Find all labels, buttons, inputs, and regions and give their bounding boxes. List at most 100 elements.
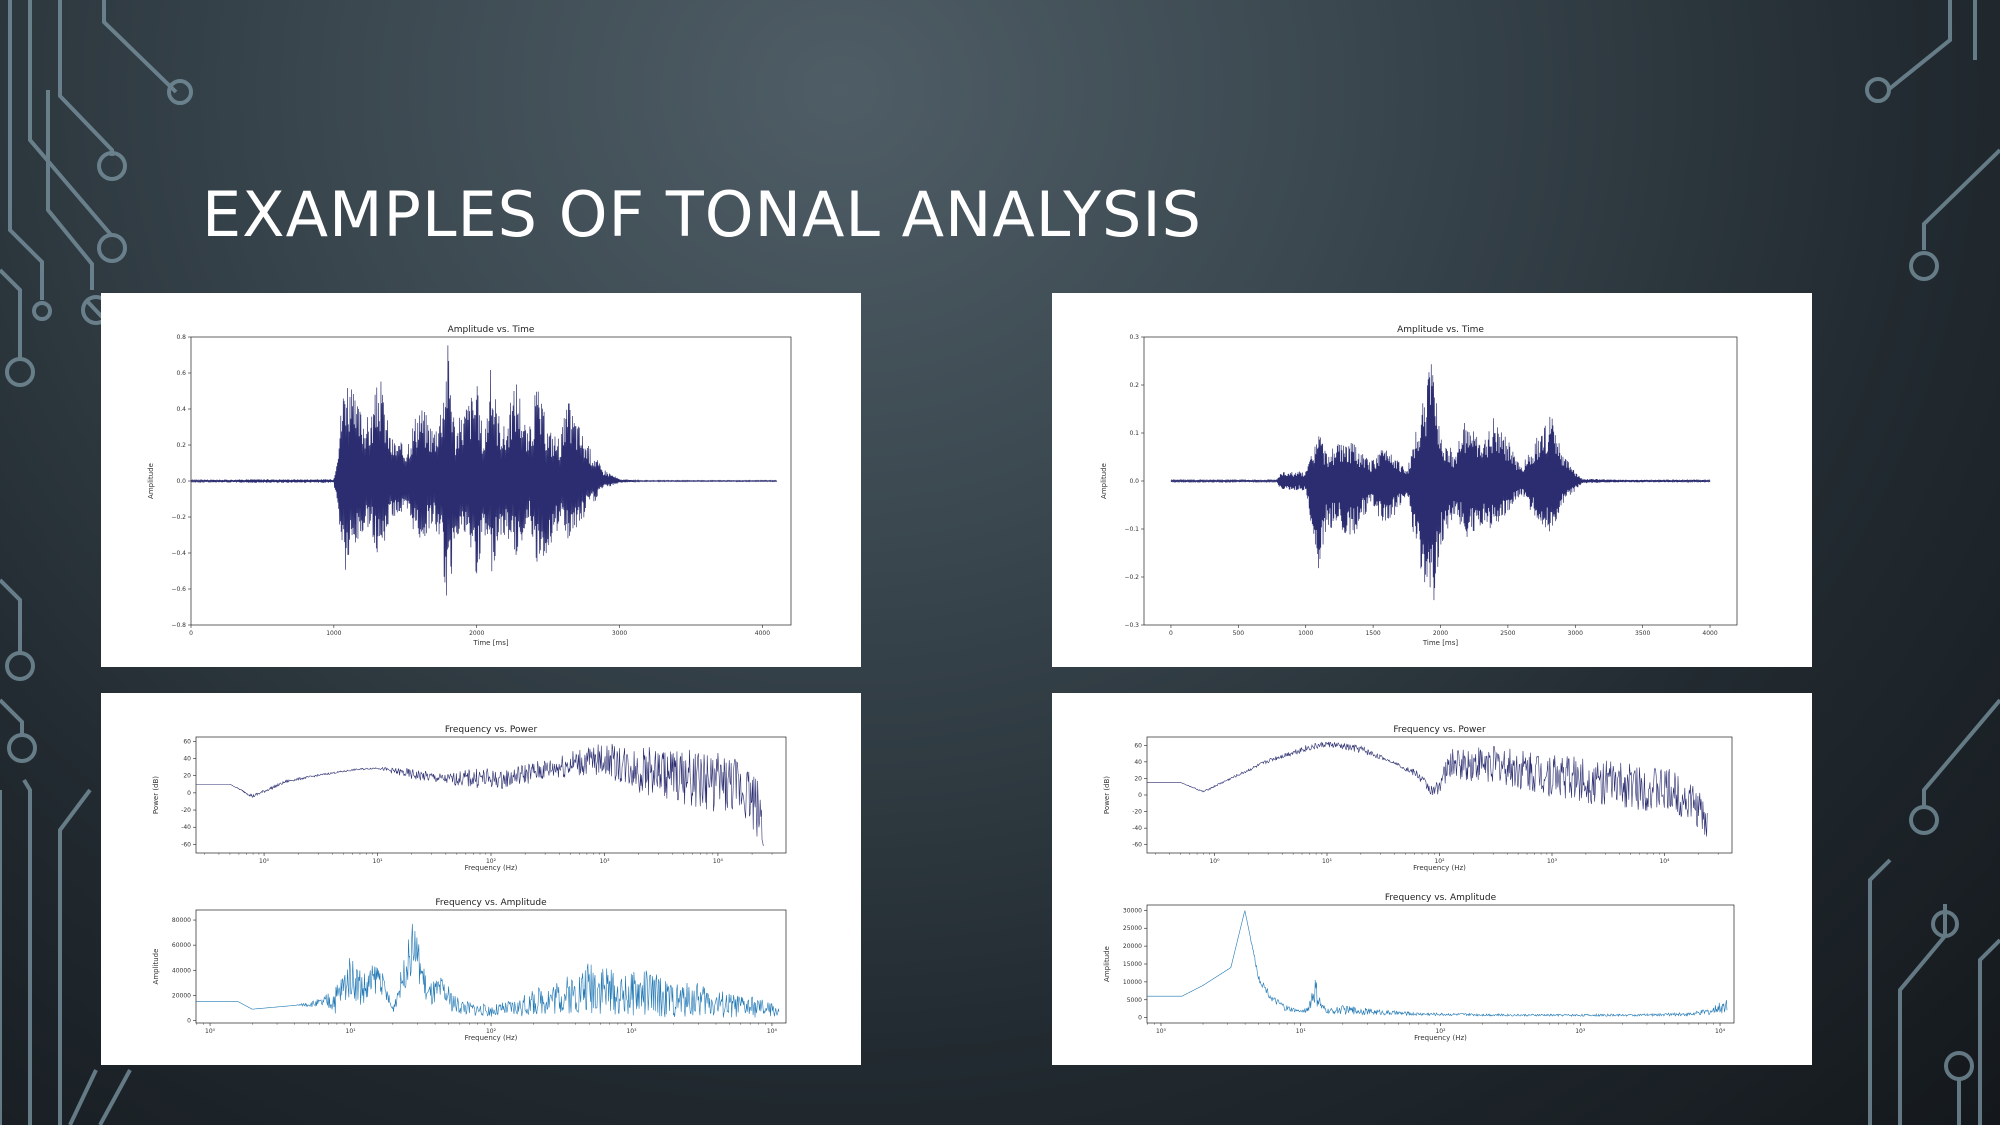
chart-frequency-amplitude-left: Frequency vs. Amplitude Frequency (Hz) Amp…	[152, 898, 787, 1042]
y-tick-label: 60	[1134, 742, 1142, 749]
y-tick-label: 20	[1134, 775, 1142, 782]
x-tick-label: 10⁴	[767, 1028, 778, 1035]
x-tick-label: 4000	[1702, 630, 1717, 637]
chart-title: Frequency vs. Amplitude	[435, 898, 547, 908]
x-tick-label: 2000	[469, 630, 484, 637]
x-tick-label: 3000	[1568, 630, 1583, 637]
slide-title: EXAMPLES OF TONAL ANALYSIS	[202, 178, 1202, 251]
x-tick-label: 10⁰	[1156, 1028, 1167, 1035]
x-tick-label: 10¹	[346, 1028, 357, 1035]
data-series-line	[1147, 741, 1708, 837]
y-tick-label: 0.0	[1129, 478, 1139, 485]
y-tick-label: 15000	[1123, 961, 1142, 968]
x-tick-label: 10²	[1435, 1028, 1446, 1035]
chart-title: Frequency vs. Power	[445, 725, 538, 735]
x-tick-label: 10¹	[373, 858, 384, 865]
chart-title: Frequency vs. Amplitude	[1385, 893, 1497, 903]
x-axis-label: Frequency (Hz)	[465, 864, 518, 872]
y-axis-label: Amplitude	[147, 463, 155, 499]
y-tick-label: -60	[181, 841, 191, 848]
y-tick-label: 20	[183, 773, 191, 780]
x-axis-label: Frequency (Hz)	[465, 1034, 518, 1042]
x-tick-label: 1500	[1365, 630, 1380, 637]
y-tick-label: -40	[1132, 825, 1142, 832]
chart-frequency-amplitude-right: Frequency vs. Amplitude Frequency (Hz) Amp…	[1103, 893, 1735, 1042]
y-tick-label: 0	[187, 1017, 191, 1024]
chart-amplitude-time-left: Amplitude vs. Time Time [ms] Amplitude −0.8…	[147, 325, 792, 647]
y-tick-label: -20	[181, 807, 191, 814]
x-tick-label: 2500	[1500, 630, 1515, 637]
panel-amplitude-time-left: Amplitude vs. Time Time [ms] Amplitude −0.8…	[101, 293, 861, 667]
y-tick-label: -20	[1132, 809, 1142, 816]
y-tick-label: −0.2	[1124, 574, 1139, 581]
y-tick-label: 20000	[1123, 943, 1142, 950]
chart-title: Amplitude vs. Time	[1397, 325, 1484, 335]
chart-amplitude-time-right: Amplitude vs. Time Time [ms] Amplitude −0.3…	[1100, 325, 1738, 647]
y-tick-label: 0.1	[1129, 430, 1139, 437]
y-tick-label: 20000	[172, 992, 191, 999]
x-tick-label: 10³	[1547, 858, 1558, 865]
y-tick-label: 0	[187, 790, 191, 797]
y-tick-label: 0.0	[176, 478, 186, 485]
x-tick-label: 4000	[755, 630, 770, 637]
y-tick-label: 5000	[1127, 997, 1142, 1004]
y-tick-label: −0.8	[171, 622, 186, 629]
y-tick-label: 0.2	[1129, 382, 1139, 389]
y-tick-label: 0.6	[176, 370, 186, 377]
y-tick-label: 80000	[172, 917, 191, 924]
y-tick-label: 0	[1138, 1015, 1142, 1022]
y-tick-label: −0.6	[171, 586, 186, 593]
x-tick-label: 10³	[626, 1028, 637, 1035]
panel-frequency-right: Frequency vs. Power Frequency (Hz) Power (…	[1052, 693, 1812, 1065]
x-tick-label: 10⁴	[1659, 858, 1670, 865]
x-tick-label: 10⁰	[205, 1028, 216, 1035]
chart-title: Frequency vs. Power	[1393, 725, 1486, 735]
y-tick-label: 0.4	[176, 406, 186, 413]
chart-frequency-power-left: Frequency vs. Power Frequency (Hz) Power (…	[152, 725, 787, 872]
y-tick-label: −0.2	[171, 514, 186, 521]
y-tick-label: 0.8	[176, 334, 186, 341]
y-tick-label: -40	[181, 824, 191, 831]
data-series-line	[196, 923, 780, 1018]
x-tick-label: 10¹	[1322, 858, 1333, 865]
x-tick-label: 2000	[1433, 630, 1448, 637]
y-tick-label: 60000	[172, 942, 191, 949]
x-tick-label: 10²	[1434, 858, 1445, 865]
x-tick-label: 3500	[1635, 630, 1650, 637]
y-axis-label: Power (dB)	[152, 776, 160, 814]
x-tick-label: 10¹	[1296, 1028, 1307, 1035]
x-tick-label: 3000	[612, 630, 627, 637]
data-series-line	[1147, 909, 1728, 1018]
y-axis-label: Amplitude	[1103, 946, 1111, 982]
y-tick-label: 30000	[1123, 907, 1142, 914]
y-tick-label: 40	[1134, 759, 1142, 766]
x-tick-label: 10³	[1575, 1028, 1586, 1035]
y-tick-label: −0.3	[1124, 622, 1139, 629]
axes-frame	[1146, 904, 1735, 1024]
x-tick-label: 10²	[486, 858, 497, 865]
x-tick-label: 1000	[1298, 630, 1313, 637]
y-tick-label: −0.1	[1124, 526, 1139, 533]
x-axis-label: Frequency (Hz)	[1413, 864, 1466, 872]
x-axis-label: Frequency (Hz)	[1414, 1034, 1467, 1042]
panel-amplitude-time-right: Amplitude vs. Time Time [ms] Amplitude −0.3…	[1052, 293, 1812, 667]
y-tick-label: -60	[1132, 842, 1142, 849]
x-tick-label: 10²	[486, 1028, 497, 1035]
data-series-line	[1170, 364, 1711, 601]
chart-title: Amplitude vs. Time	[448, 325, 535, 335]
y-tick-label: 0.2	[176, 442, 186, 449]
x-axis-label: Time [ms]	[1422, 639, 1459, 647]
x-tick-label: 0	[1169, 630, 1173, 637]
x-axis-label: Time [ms]	[472, 639, 509, 647]
x-tick-label: 1000	[326, 630, 341, 637]
x-tick-label: 0	[189, 630, 193, 637]
data-series-line	[190, 345, 778, 596]
x-tick-label: 10⁰	[1209, 858, 1220, 865]
y-axis-label: Amplitude	[152, 949, 160, 985]
y-axis-label: Amplitude	[1100, 463, 1108, 499]
x-tick-label: 10³	[599, 858, 610, 865]
y-tick-label: 0.3	[1129, 334, 1139, 341]
x-tick-label: 10⁴	[1715, 1028, 1726, 1035]
y-tick-label: 0	[1138, 792, 1142, 799]
y-tick-label: 40	[183, 755, 191, 762]
